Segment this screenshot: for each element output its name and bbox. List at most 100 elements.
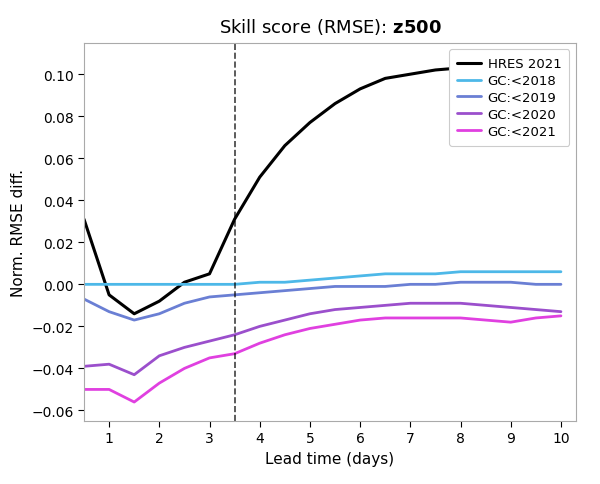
HRES 2021 xyxy=(382,76,389,82)
GC:<2019 xyxy=(557,282,565,287)
HRES 2021 xyxy=(106,292,113,298)
HRES 2021 xyxy=(457,66,464,72)
GC:<2020 xyxy=(80,363,88,369)
GC:<2018 xyxy=(231,282,238,287)
GC:<2020 xyxy=(307,311,314,317)
GC:<2021 xyxy=(307,326,314,332)
GC:<2020 xyxy=(557,309,565,315)
Y-axis label: Norm. RMSE diff.: Norm. RMSE diff. xyxy=(11,168,26,296)
GC:<2019 xyxy=(331,284,338,290)
GC:<2019 xyxy=(407,282,414,287)
GC:<2019 xyxy=(307,286,314,292)
HRES 2021 xyxy=(181,280,188,286)
GC:<2021 xyxy=(206,355,213,361)
GC:<2019 xyxy=(356,284,364,290)
GC:<2018 xyxy=(131,282,138,287)
GC:<2020 xyxy=(281,318,289,323)
GC:<2021 xyxy=(256,341,263,347)
GC:<2020 xyxy=(256,324,263,330)
HRES 2021 xyxy=(281,143,289,149)
GC:<2021 xyxy=(331,322,338,328)
GC:<2018 xyxy=(557,269,565,275)
GC:<2019 xyxy=(432,282,439,287)
Line: GC:<2021: GC:<2021 xyxy=(84,316,561,402)
Line: GC:<2020: GC:<2020 xyxy=(84,303,561,375)
HRES 2021 xyxy=(507,70,514,76)
GC:<2019 xyxy=(181,301,188,306)
Line: HRES 2021: HRES 2021 xyxy=(84,69,561,314)
Title: Skill score (RMSE): $\mathbf{z500}$: Skill score (RMSE): $\mathbf{z500}$ xyxy=(218,16,442,36)
GC:<2019 xyxy=(457,280,464,286)
GC:<2019 xyxy=(156,311,163,317)
GC:<2018 xyxy=(382,272,389,277)
GC:<2019 xyxy=(382,284,389,290)
GC:<2018 xyxy=(281,280,289,286)
X-axis label: Lead time (days): Lead time (days) xyxy=(265,451,395,466)
HRES 2021 xyxy=(231,217,238,223)
GC:<2018 xyxy=(432,272,439,277)
GC:<2018 xyxy=(407,272,414,277)
GC:<2021 xyxy=(482,318,489,323)
GC:<2021 xyxy=(557,313,565,319)
GC:<2020 xyxy=(482,303,489,309)
GC:<2018 xyxy=(206,282,213,287)
HRES 2021 xyxy=(131,311,138,317)
GC:<2020 xyxy=(131,372,138,378)
GC:<2019 xyxy=(532,282,539,287)
GC:<2018 xyxy=(256,280,263,286)
HRES 2021 xyxy=(432,68,439,74)
GC:<2020 xyxy=(356,305,364,311)
GC:<2018 xyxy=(482,269,489,275)
GC:<2020 xyxy=(507,305,514,311)
GC:<2020 xyxy=(156,353,163,359)
GC:<2020 xyxy=(231,332,238,338)
GC:<2018 xyxy=(331,275,338,281)
Line: GC:<2018: GC:<2018 xyxy=(84,272,561,285)
GC:<2020 xyxy=(206,338,213,344)
GC:<2018 xyxy=(307,278,314,284)
Line: GC:<2019: GC:<2019 xyxy=(84,283,561,320)
GC:<2018 xyxy=(507,269,514,275)
GC:<2018 xyxy=(356,273,364,279)
GC:<2018 xyxy=(457,269,464,275)
GC:<2020 xyxy=(106,362,113,367)
Legend: HRES 2021, GC:<2018, GC:<2019, GC:<2020, GC:<2021: HRES 2021, GC:<2018, GC:<2019, GC:<2020,… xyxy=(449,50,569,147)
GC:<2021 xyxy=(356,318,364,323)
HRES 2021 xyxy=(206,272,213,277)
HRES 2021 xyxy=(307,121,314,126)
GC:<2019 xyxy=(106,309,113,315)
HRES 2021 xyxy=(356,87,364,92)
HRES 2021 xyxy=(557,83,565,89)
GC:<2021 xyxy=(407,316,414,321)
HRES 2021 xyxy=(532,78,539,84)
GC:<2020 xyxy=(181,345,188,350)
GC:<2019 xyxy=(281,288,289,294)
GC:<2020 xyxy=(532,307,539,313)
GC:<2019 xyxy=(206,294,213,300)
GC:<2021 xyxy=(432,316,439,321)
GC:<2019 xyxy=(256,290,263,296)
GC:<2021 xyxy=(382,316,389,321)
HRES 2021 xyxy=(256,175,263,181)
GC:<2018 xyxy=(181,282,188,287)
GC:<2019 xyxy=(482,280,489,286)
GC:<2021 xyxy=(181,366,188,372)
GC:<2021 xyxy=(281,332,289,338)
GC:<2021 xyxy=(80,387,88,393)
HRES 2021 xyxy=(80,217,88,223)
GC:<2020 xyxy=(457,301,464,306)
GC:<2019 xyxy=(231,292,238,298)
GC:<2021 xyxy=(532,316,539,321)
GC:<2021 xyxy=(231,351,238,357)
HRES 2021 xyxy=(407,72,414,78)
GC:<2020 xyxy=(407,301,414,306)
GC:<2021 xyxy=(106,387,113,393)
GC:<2021 xyxy=(131,399,138,405)
HRES 2021 xyxy=(156,299,163,304)
GC:<2018 xyxy=(532,269,539,275)
GC:<2019 xyxy=(131,318,138,323)
GC:<2020 xyxy=(331,307,338,313)
GC:<2019 xyxy=(80,297,88,302)
HRES 2021 xyxy=(482,68,489,74)
GC:<2018 xyxy=(156,282,163,287)
